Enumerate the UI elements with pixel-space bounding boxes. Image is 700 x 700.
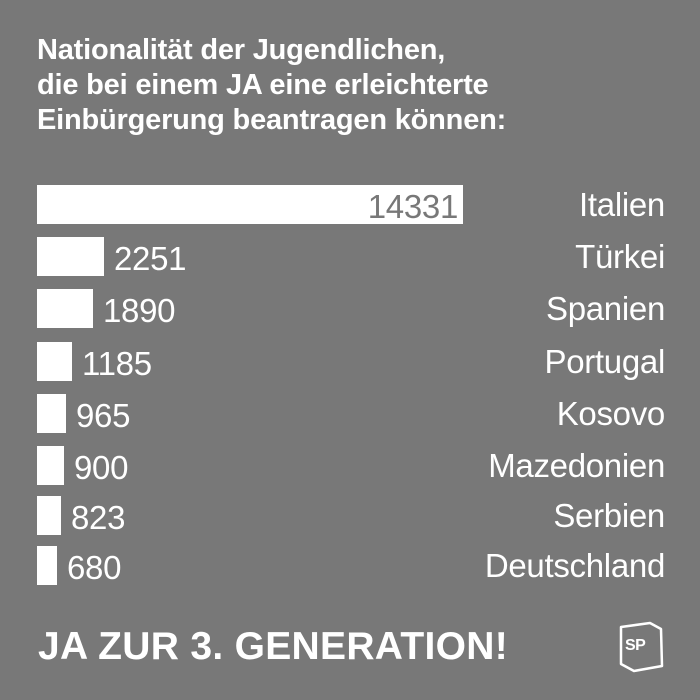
logo-outline-icon — [619, 621, 664, 673]
bar — [37, 185, 463, 224]
slogan: JA ZUR 3. GENERATION! — [38, 625, 508, 668]
chart-row: 965 Kosovo — [37, 394, 666, 434]
title-line-3: Einbürgerung beantragen können: — [37, 104, 507, 136]
chart-row: 823 Serbien — [37, 496, 665, 536]
sp-party-logo-icon: SP — [614, 620, 670, 676]
category-label: Kosovo — [556, 395, 666, 432]
title-line-1: Nationalität der Jugendlichen, — [37, 34, 446, 66]
category-label: Italien — [579, 186, 665, 223]
bar — [37, 496, 61, 535]
category-label: Mazedonien — [488, 447, 665, 484]
bar-value-label: 965 — [76, 397, 131, 434]
chart-row: 2251 Türkei — [37, 237, 665, 277]
bar-value-label: 1890 — [103, 292, 176, 329]
chart-title: Nationalität der Jugendlichen, die bei e… — [37, 33, 677, 138]
bar — [37, 546, 57, 585]
chart-row: 1185 Portugal — [37, 342, 665, 382]
chart-row: 14331 Italien — [37, 185, 665, 225]
category-label: Türkei — [575, 238, 665, 275]
category-label: Serbien — [553, 497, 665, 534]
chart-row: 680 Deutschland — [37, 546, 665, 586]
bar-value-label: 1185 — [82, 345, 152, 382]
bar — [37, 342, 72, 381]
category-label: Spanien — [545, 290, 665, 327]
bar — [37, 394, 66, 433]
bar-value-label: 823 — [71, 499, 126, 536]
chart-row: 1890 Spanien — [37, 289, 665, 329]
category-label: Portugal — [544, 343, 665, 380]
bar — [37, 446, 64, 485]
bar-value-label: 2251 — [114, 240, 187, 277]
bar-value-label: 680 — [67, 549, 122, 586]
chart-row: 900 Mazedonien — [37, 446, 665, 486]
bar-value-label: 14331 — [367, 188, 459, 225]
category-label: Deutschland — [484, 547, 665, 584]
bar — [37, 237, 104, 276]
logo-text: SP — [625, 637, 646, 654]
bar-value-label: 900 — [74, 449, 129, 486]
title-line-2: die bei einem JA eine erleichterte — [37, 69, 489, 101]
bar — [37, 289, 93, 328]
